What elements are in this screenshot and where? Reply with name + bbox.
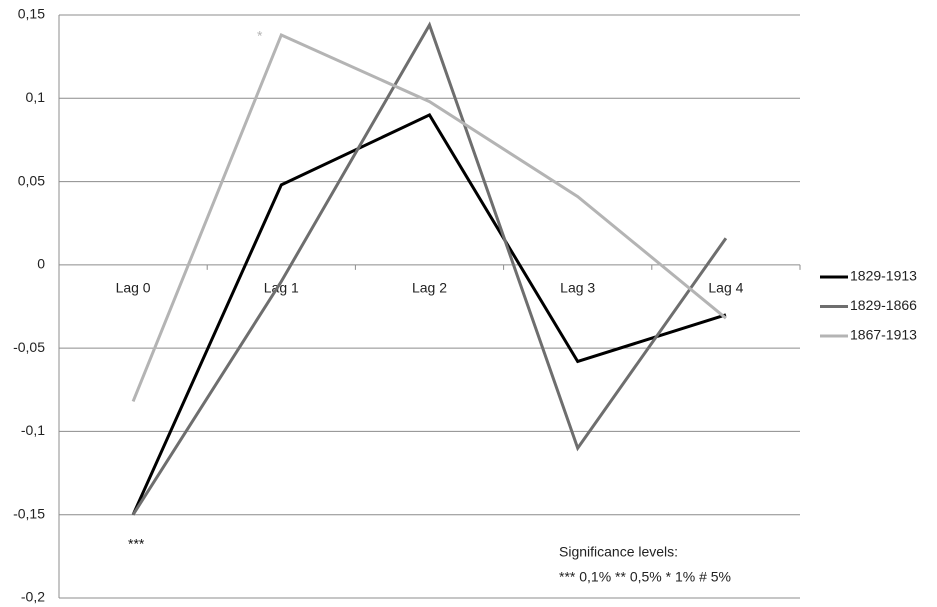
x-tick-label: Lag 4 bbox=[708, 280, 743, 296]
series-line bbox=[131, 32, 727, 403]
y-tick-label: 0 bbox=[37, 256, 45, 272]
y-tick-label: -0,1 bbox=[21, 422, 45, 438]
annotation: *** 0,1% ** 0,5% * 1% # 5% bbox=[559, 569, 731, 585]
y-tick-label: 0,1 bbox=[26, 89, 46, 105]
x-tick-label: Lag 3 bbox=[560, 280, 595, 296]
legend-label: 1829-1913 bbox=[850, 268, 917, 284]
x-tick-label: Lag 1 bbox=[264, 280, 299, 296]
series-line bbox=[131, 21, 728, 516]
y-tick-label: -0,2 bbox=[21, 589, 45, 605]
legend-label: 1867-1913 bbox=[850, 327, 917, 343]
annotation: Significance levels: bbox=[559, 544, 678, 560]
x-tick-label: Lag 2 bbox=[412, 280, 447, 296]
legend-label: 1829-1866 bbox=[850, 297, 917, 313]
y-tick-label: 0,05 bbox=[18, 172, 45, 188]
annotation: * bbox=[257, 28, 263, 44]
x-tick-label: Lag 0 bbox=[116, 280, 151, 296]
y-tick-label: -0,05 bbox=[13, 339, 45, 355]
y-tick-label: -0,15 bbox=[13, 505, 45, 521]
series-line bbox=[131, 113, 727, 516]
annotation: *** bbox=[128, 536, 145, 552]
y-tick-label: 0,15 bbox=[18, 6, 45, 22]
